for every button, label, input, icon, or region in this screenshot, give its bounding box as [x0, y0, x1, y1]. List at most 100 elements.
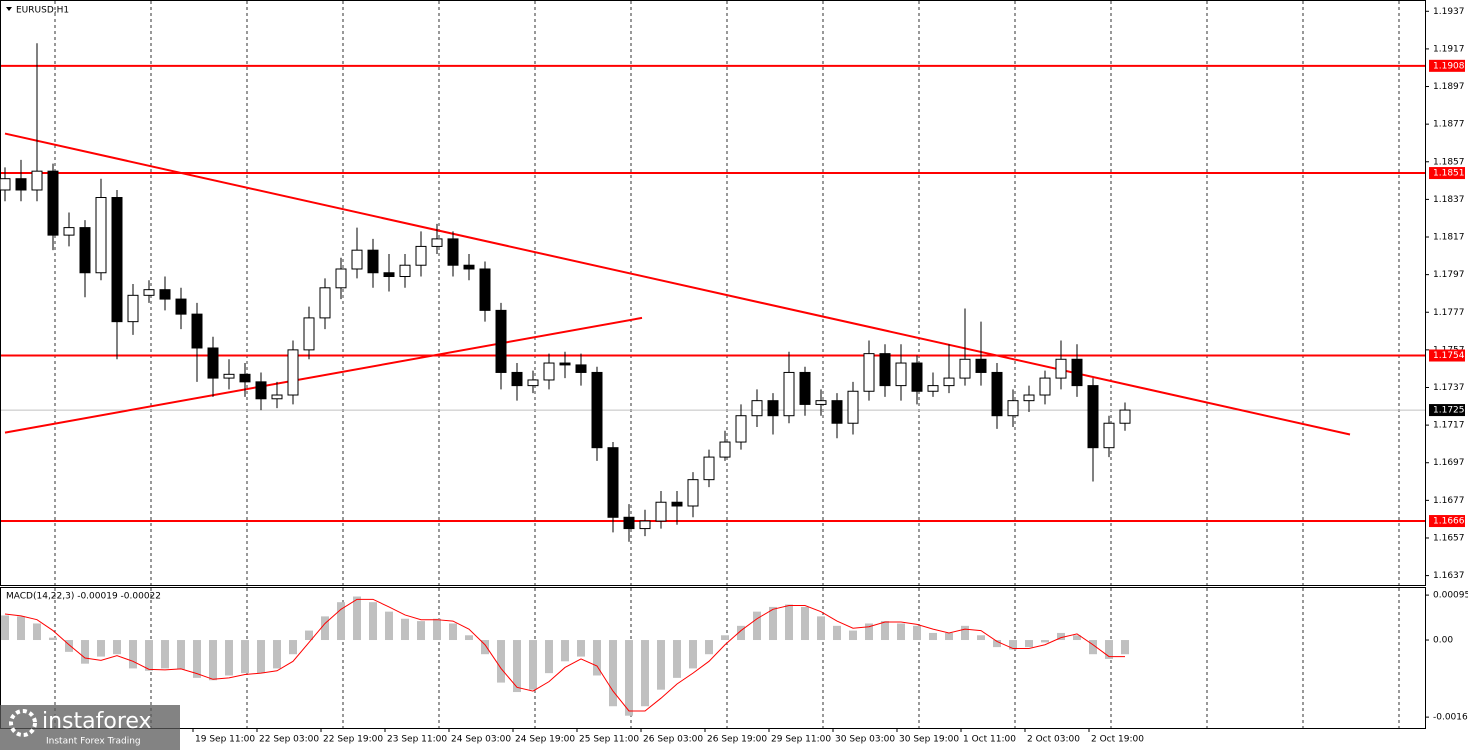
x-tick-label: 24 Sep 03:00: [451, 735, 511, 745]
macd-bar: [417, 621, 425, 641]
macd-bar: [1057, 632, 1065, 641]
candle-body: [495, 309, 507, 373]
macd-bar: [321, 616, 329, 641]
x-tick-label: 30 Sep 03:00: [835, 735, 895, 745]
macd-bar: [481, 640, 489, 655]
x-tick-label: 25 Sep 11:00: [579, 735, 639, 745]
y-tick-label: 1.1637: [1433, 571, 1465, 581]
macd-bar: [225, 640, 233, 676]
macd-bar: [897, 623, 905, 641]
candle-body: [639, 520, 651, 530]
macd-bar: [961, 625, 969, 641]
macd-bar: [865, 623, 873, 641]
candle-body: [335, 268, 347, 289]
macd-bar: [753, 611, 761, 641]
macd-bar: [513, 640, 521, 693]
candle-body: [31, 170, 43, 191]
candle-body: [63, 227, 75, 236]
candle-body: [591, 371, 603, 449]
candle-body: [1007, 400, 1019, 417]
candle-body: [95, 197, 107, 274]
candle-body: [127, 294, 139, 323]
candle-body: [367, 249, 379, 274]
macd-bar: [465, 635, 473, 641]
candle-body: [943, 377, 955, 387]
macd-bar: [1105, 640, 1113, 659]
level-label-bg: [1429, 349, 1465, 362]
y-tick-label: 1.1737: [1433, 383, 1465, 393]
candle-body: [271, 394, 283, 400]
candle-body: [559, 362, 571, 366]
x-tick-label: 23 Sep 11:00: [387, 735, 447, 745]
macd-bar: [721, 635, 729, 641]
candle-body: [799, 371, 811, 405]
macd-bar: [929, 632, 937, 641]
trendline: [4, 316, 643, 434]
macd-bar: [257, 640, 265, 674]
macd-bar: [1041, 640, 1049, 643]
candle-body: [831, 400, 843, 424]
candle-body: [479, 268, 491, 311]
candle-body: [383, 272, 395, 278]
last-price-label-bg: [1429, 404, 1465, 417]
macd-bar: [145, 640, 153, 671]
macd-bar: [641, 640, 649, 707]
candle-body: [991, 371, 1003, 417]
candle-body: [863, 353, 875, 392]
candle-body: [191, 313, 203, 349]
y-tick-label: 1.1817: [1433, 233, 1465, 243]
candle-body: [895, 362, 907, 387]
x-tick-label: 26 Sep 03:00: [643, 735, 703, 745]
macd-bar: [625, 640, 633, 716]
macd-bar: [1009, 640, 1017, 650]
candle-body: [783, 371, 795, 417]
candle-body: [959, 358, 971, 379]
candle-body: [1119, 409, 1131, 424]
level-label: 1.1851: [1433, 169, 1465, 179]
candle-body: [143, 289, 155, 296]
level-label-bg: [1429, 59, 1465, 72]
macd-title: MACD(14,22,3) -0.00019 -0.00022: [6, 592, 161, 602]
x-tick-label: 2 Oct 19:00: [1091, 735, 1144, 745]
macd-bar: [353, 596, 361, 641]
watermark-tagline: Instant Forex Trading: [46, 737, 141, 747]
macd-bar: [705, 640, 713, 655]
macd-bar: [833, 625, 841, 641]
candle-body: [879, 353, 891, 387]
candle-body: [687, 479, 699, 507]
macd-bar: [17, 616, 25, 641]
candle-body: [511, 371, 523, 387]
candle-body: [431, 238, 443, 247]
candle-body: [815, 400, 827, 405]
watermark-brand: instaforex: [42, 709, 152, 734]
level-label: 1.1666: [1433, 517, 1465, 527]
candle-body: [47, 170, 59, 236]
candle-body: [223, 373, 235, 379]
macd-bar: [993, 640, 1001, 648]
candle-body: [287, 349, 299, 396]
macd-bar: [817, 616, 825, 641]
candle-body: [1087, 385, 1099, 449]
macd-bar: [657, 640, 665, 690]
candle-body: [1055, 358, 1067, 379]
x-tick-label: 19 Sep 11:00: [195, 735, 255, 745]
candle-body: [767, 400, 779, 417]
y-tick-label: 0.00095: [1433, 591, 1468, 601]
candle-body: [159, 289, 171, 300]
macd-bar: [161, 640, 169, 669]
x-tick-label: 26 Sep 19:00: [707, 735, 767, 745]
main-pane: [0, 0, 1426, 586]
macd-bar: [609, 640, 617, 707]
macd-bar: [241, 640, 249, 674]
macd-bar: [305, 630, 313, 641]
macd-bar: [449, 623, 457, 641]
y-tick-label: 1.1677: [1433, 496, 1465, 506]
candle-body: [847, 390, 859, 424]
x-tick-label: 30 Sep 19:00: [899, 735, 959, 745]
candle-body: [607, 447, 619, 518]
macd-bar: [177, 640, 185, 670]
macd-bar: [289, 640, 297, 655]
candle-body: [79, 227, 91, 274]
